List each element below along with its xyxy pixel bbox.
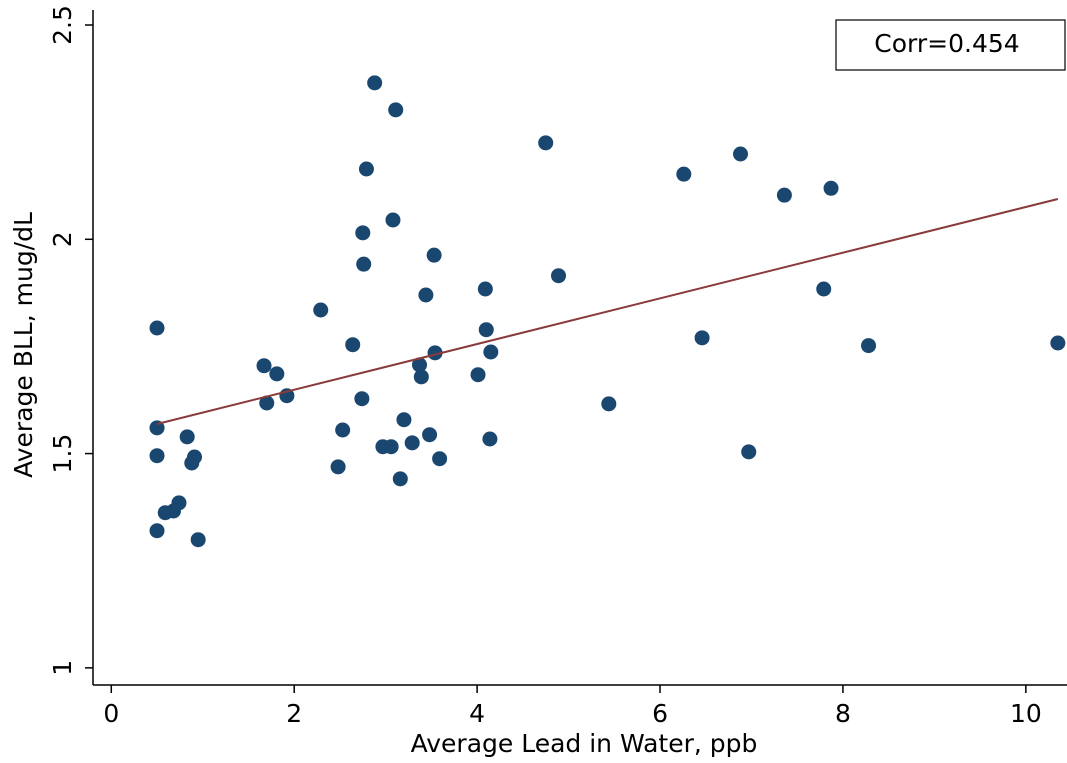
x-tick-label: 2 <box>286 699 302 728</box>
point <box>404 435 420 451</box>
point <box>482 431 498 447</box>
point <box>427 345 443 361</box>
point <box>313 302 329 318</box>
point <box>149 523 165 539</box>
x-tick-label: 4 <box>469 699 485 728</box>
y-tick-label: 2.5 <box>48 5 77 45</box>
y-tick-label: 1.5 <box>48 434 77 474</box>
point <box>355 225 371 241</box>
point <box>269 366 285 382</box>
point <box>388 102 404 118</box>
annotation-box <box>835 19 1066 71</box>
point <box>330 459 346 475</box>
point <box>171 495 187 511</box>
point <box>426 247 442 263</box>
point <box>256 358 272 374</box>
point <box>483 344 499 360</box>
point <box>816 281 832 297</box>
point <box>383 439 399 455</box>
point <box>551 268 567 284</box>
point <box>432 451 448 467</box>
point <box>149 320 165 336</box>
point <box>385 212 401 228</box>
point <box>392 471 408 487</box>
point <box>422 427 438 443</box>
point <box>358 161 374 177</box>
annotation: Corr=0.454 <box>874 29 1019 58</box>
fit-line <box>156 198 1059 425</box>
point <box>1050 335 1066 351</box>
point <box>190 532 206 548</box>
point <box>187 449 203 465</box>
point <box>335 422 351 438</box>
point <box>601 396 617 412</box>
point <box>356 256 372 272</box>
point <box>354 391 370 407</box>
point <box>418 287 434 303</box>
point <box>367 75 383 91</box>
y-tick-label: 2 <box>48 231 77 247</box>
point <box>823 180 839 196</box>
point <box>413 369 429 385</box>
point <box>149 448 165 464</box>
point <box>345 337 361 353</box>
point <box>396 412 412 428</box>
point <box>477 281 493 297</box>
point <box>259 395 275 411</box>
y-tick-label: 1 <box>48 660 77 676</box>
y-axis-label: Average BLL, mug/dL <box>9 212 38 478</box>
point <box>741 444 757 460</box>
x-tick-label: 6 <box>652 699 668 728</box>
point <box>411 357 427 373</box>
x-tick-label: 0 <box>103 699 119 728</box>
point <box>776 187 792 203</box>
point <box>149 420 165 436</box>
point <box>179 429 195 445</box>
x-tick-label: 10 <box>1010 699 1042 728</box>
point <box>861 338 877 354</box>
point <box>538 135 554 151</box>
x-axis-label: Average Lead in Water, ppb <box>411 729 758 758</box>
point <box>470 367 486 383</box>
point <box>676 166 692 182</box>
point <box>733 146 749 162</box>
x-tick-label: 8 <box>835 699 851 728</box>
point <box>478 322 494 338</box>
point <box>694 330 710 346</box>
